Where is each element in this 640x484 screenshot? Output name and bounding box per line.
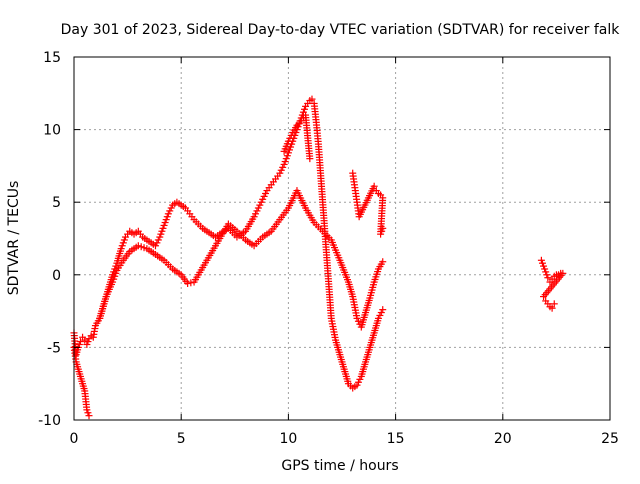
data-point — [548, 304, 556, 312]
y-tick-label: -10 — [38, 413, 61, 429]
y-tick-label: 10 — [43, 123, 61, 139]
x-tick-label: 20 — [494, 431, 512, 447]
data-point — [550, 300, 558, 308]
y-tick-label: -5 — [47, 340, 61, 356]
y-tick-label: 5 — [52, 195, 61, 211]
y-tick-label: 0 — [52, 268, 61, 284]
data-point — [370, 182, 378, 190]
plot-frame — [73, 56, 611, 421]
axes-layer: 0 5 10 15 20 25 -10 -5 0 5 10 15 — [38, 50, 619, 447]
x-tick-label: 5 — [177, 431, 186, 447]
data-point — [308, 95, 316, 103]
x-tick-label: 0 — [70, 431, 79, 447]
x-tick-label: 10 — [279, 431, 297, 447]
y-axis-label: SDTVAR / TECUs — [6, 181, 22, 296]
data-point — [379, 258, 387, 266]
x-tick-label: 15 — [387, 431, 405, 447]
x-tick-label: 25 — [601, 431, 619, 447]
data-point — [76, 338, 84, 346]
data-point — [85, 412, 93, 420]
chart-title: Day 301 of 2023, Sidereal Day-to-day VTE… — [61, 22, 621, 38]
data-point — [379, 306, 387, 314]
data-point — [306, 155, 314, 163]
y-tick-label: 15 — [43, 50, 61, 66]
data-point — [81, 336, 89, 344]
data-point — [187, 279, 195, 287]
data-point — [379, 224, 387, 232]
points-layer — [70, 95, 567, 420]
x-axis-label: GPS time / hours — [281, 458, 398, 474]
data-point — [540, 293, 548, 301]
data-point — [184, 280, 192, 288]
data-point — [544, 274, 552, 282]
